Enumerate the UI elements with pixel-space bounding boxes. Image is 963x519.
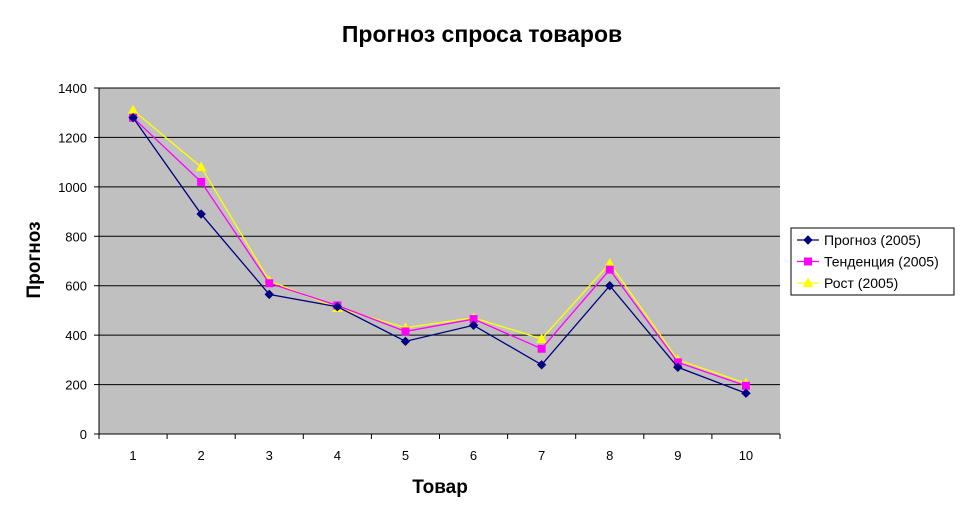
series-1-point-6	[537, 344, 546, 353]
series-0-point-3	[332, 302, 343, 312]
legend-swatch-marker-1	[804, 257, 812, 266]
series-line-2	[132, 109, 747, 384]
legend-swatch-marker-0	[803, 235, 813, 245]
series-line-0	[132, 117, 747, 394]
x-tick-label-7: 8	[606, 448, 613, 463]
legend-label-1: Тенденция (2005)	[824, 254, 939, 270]
legend-label-0: Прогноз (2005)	[824, 232, 921, 248]
series-1-point-9	[741, 381, 750, 390]
series-line-1	[132, 117, 747, 387]
chart-title: Прогноз спроса товаров	[342, 21, 622, 47]
y-tick-label-5: 1000	[58, 180, 87, 195]
series-2-point-6	[536, 333, 547, 343]
series-0-point-4	[400, 336, 411, 347]
x-tick-label-3: 4	[334, 448, 341, 463]
legend-entry-2: Рост (2005)	[797, 275, 898, 291]
series-0-point-8	[673, 362, 683, 372]
y-tick-label-1: 200	[65, 378, 87, 393]
series-0-point-6	[536, 360, 547, 370]
x-axis-title: Товар	[412, 477, 468, 498]
axes	[94, 87, 781, 439]
series-1-point-4	[401, 327, 410, 336]
legend-swatch-marker-2	[802, 277, 814, 288]
y-tick-label-3: 600	[65, 279, 87, 294]
x-tick-label-6: 7	[538, 448, 545, 463]
series-layer	[127, 104, 752, 398]
legend: Прогноз (2005) Тенденция (2005) Рост (2005…	[790, 227, 955, 296]
series-0	[128, 112, 751, 398]
series-2-point-1	[195, 161, 207, 172]
series-0-point-0	[128, 112, 138, 123]
y-tick-labels: 0 200 400 600 800 1000 1200 1400	[58, 81, 87, 442]
series-1-point-2	[265, 279, 274, 288]
y-tick-label-7: 1400	[58, 81, 87, 96]
x-tick-label-9: 10	[739, 448, 753, 463]
y-tick-label-6: 1200	[58, 130, 87, 145]
legend-entry-0: Прогноз (2005)	[797, 232, 921, 248]
x-tick-label-0: 1	[129, 448, 136, 463]
x-tick-label-1: 2	[198, 448, 205, 463]
x-tick-label-8: 9	[674, 448, 681, 463]
series-0-point-5	[468, 320, 479, 330]
y-tick-label-4: 800	[65, 229, 87, 244]
series-0-point-7	[605, 281, 615, 291]
series-1-point-7	[605, 265, 614, 274]
y-tick-label-0: 0	[80, 427, 87, 442]
x-tick-label-4: 5	[402, 448, 409, 463]
legend-label-2: Рост (2005)	[824, 275, 898, 291]
series-1-point-1	[197, 177, 206, 186]
series-0-point-1	[196, 209, 206, 219]
y-tick-label-2: 400	[65, 328, 87, 343]
plot-area	[99, 88, 780, 434]
series-0-point-2	[264, 289, 274, 300]
x-tick-labels: 1 2 3 4 5 6 7 8 9 10	[129, 448, 753, 463]
y-axis-title: Прогноз	[24, 221, 45, 298]
x-tick-label-5: 6	[470, 448, 477, 463]
series-0-point-9	[741, 388, 751, 398]
x-tick-label-2: 3	[266, 448, 273, 463]
legend-entry-1: Тенденция (2005)	[797, 254, 939, 270]
